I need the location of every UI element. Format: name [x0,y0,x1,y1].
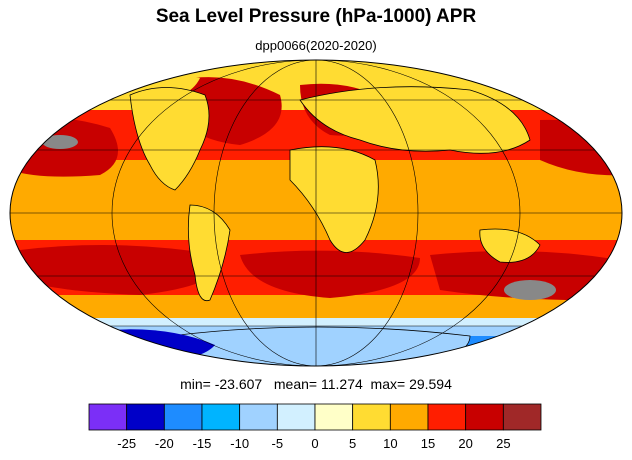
nh-peak [42,135,78,149]
map-boundary [9,59,623,367]
colorbar-swatch [465,403,504,431]
max-value: 29.594 [409,376,452,392]
colorbar-swatch [126,403,165,431]
colorbar-tick-label: 5 [349,436,356,451]
colorbar-tick-label: 10 [383,436,397,451]
sh-high-2 [240,250,420,298]
colorbar-swatch [239,403,278,431]
graticule [10,60,622,366]
min-label: min= [180,376,211,392]
land-namerica [129,87,210,191]
land-samerica [187,204,231,302]
mean-label: mean= [273,376,318,392]
colorbar-tick-label: -10 [230,436,249,451]
land-australia [479,228,541,263]
min-value: -23.607 [214,376,263,392]
colorbar-swatch [88,403,128,431]
colorbar-swatch [201,403,241,431]
colorbar-swatch [352,403,391,431]
colorbar-tick-label: 0 [311,436,318,451]
colorbar-swatch [276,403,316,431]
max-label: max= [370,376,406,392]
summary-statistics: min= -23.607 mean= 11.274 max= 29.594 [0,376,632,392]
sh-high-1 [20,245,221,295]
sh-high-3 [430,251,620,301]
colorbar-tick-label: 25 [496,436,510,451]
colorbar-tick-label: -20 [155,436,174,451]
colorbar-swatch [427,403,467,431]
colorbar-tick-label: -15 [193,436,212,451]
pressure-field [10,60,622,366]
colorbar-swatch [389,403,429,431]
colorbar-swatch [314,403,354,431]
colorbar-tick-label: 20 [458,436,472,451]
map-title: Sea Level Pressure (hPa-1000) APR [155,6,477,27]
sh-peak [504,280,556,300]
sea-level-pressure-map [9,59,623,367]
colorbar-tick-label: -5 [272,436,284,451]
map-subtitle: dpp0066(2020-2020) [255,38,377,53]
colorbar-tick-label: 15 [421,436,435,451]
colorbar-swatch [163,403,203,431]
land-eurasia [299,86,531,154]
colorbar-swatch [502,403,542,431]
mean-value: 11.274 [320,376,363,392]
colorbar-tick-label: -25 [117,436,136,451]
